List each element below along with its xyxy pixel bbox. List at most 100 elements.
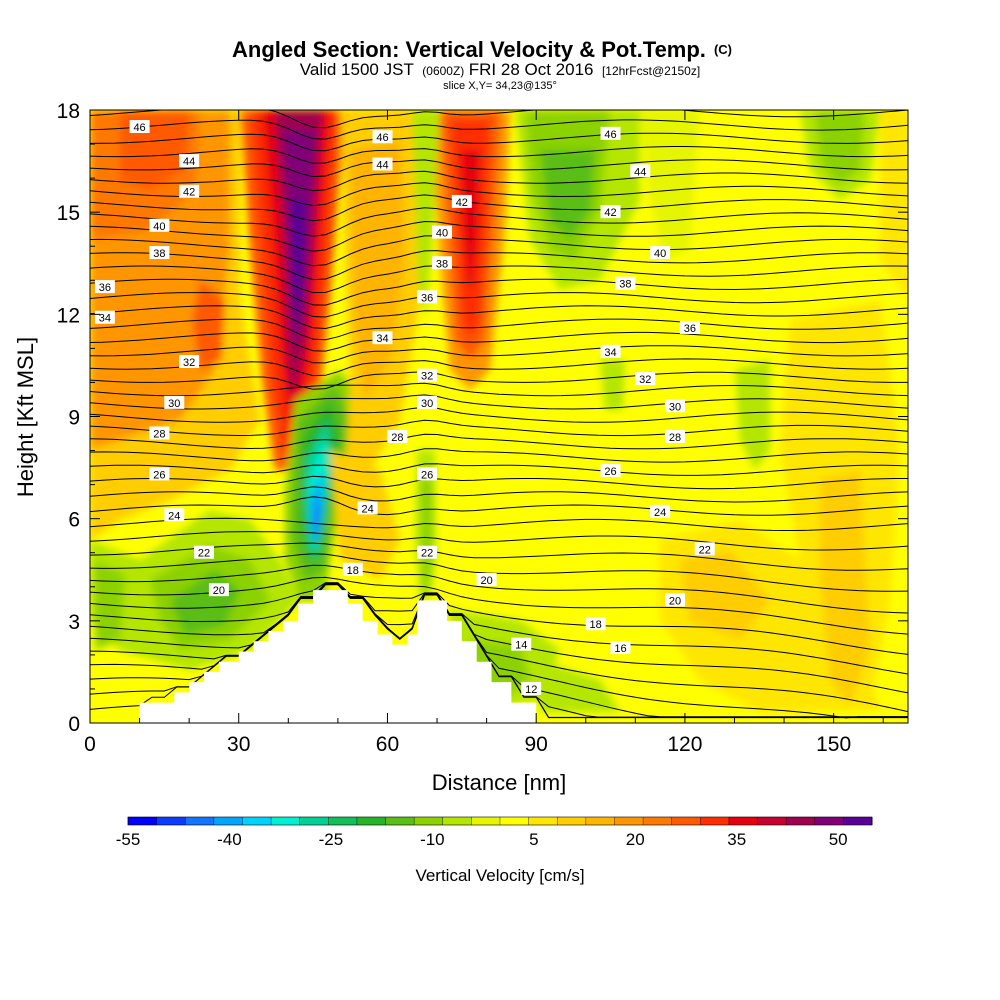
y-tick-label: 18 xyxy=(57,100,80,123)
theta-contour-line xyxy=(90,119,908,140)
colorbar-swatch xyxy=(700,817,730,825)
svg-text:40: 40 xyxy=(153,221,165,233)
x-tick-label: 90 xyxy=(525,733,548,756)
svg-text:28: 28 xyxy=(391,432,403,444)
colorbar-label: Vertical Velocity [cm/s] xyxy=(415,866,584,885)
theta-contour-label: 20 xyxy=(664,593,685,607)
theta-contour-label: 18 xyxy=(342,562,363,577)
theta-contour-label: 34 xyxy=(94,310,115,325)
theta-contour-label: 34 xyxy=(372,331,393,345)
x-tick-label: 150 xyxy=(816,733,851,756)
slice-info: slice X,Y= 34,23@135° xyxy=(443,80,557,92)
svg-text:20: 20 xyxy=(480,575,492,587)
theta-contour-line xyxy=(90,553,908,592)
theta-contour-label: 14 xyxy=(511,637,532,652)
theta-contour-line xyxy=(90,292,908,318)
colorbar-swatch xyxy=(356,817,387,825)
theta-contour-labels: 46 44 42 40 38 36 34 32 30 28 26 24 22 20 46 44 42 40 38 36… xyxy=(94,120,715,696)
y-tick-label: 3 xyxy=(68,611,80,634)
colorbar-tick-label: -10 xyxy=(420,830,445,849)
colorbar-swatch xyxy=(271,817,301,825)
svg-text:44: 44 xyxy=(183,156,195,168)
y-tick-label: 6 xyxy=(68,509,80,532)
theta-contour-line xyxy=(90,170,908,192)
theta-contour-line xyxy=(90,318,908,341)
theta-contour-label: 40 xyxy=(431,225,452,240)
colorbar-tick-label: -55 xyxy=(116,830,141,849)
svg-text:26: 26 xyxy=(604,466,616,478)
svg-text:36: 36 xyxy=(421,292,433,304)
theta-contour-label: 22 xyxy=(417,545,438,560)
colorbar-swatch xyxy=(156,817,186,825)
theta-contour-line xyxy=(90,250,908,281)
svg-text:42: 42 xyxy=(456,197,468,209)
x-axis-label: Distance [nm] xyxy=(432,770,567,795)
theta-contour-line xyxy=(90,583,908,719)
theta-contour-label: 42 xyxy=(600,205,621,219)
colorbar-tick-label: 35 xyxy=(727,830,746,849)
theta-contour-label: 26 xyxy=(417,467,438,481)
theta-contour-label: 46 xyxy=(129,120,150,134)
theta-contour-line xyxy=(90,132,908,152)
theta-contour-label: 26 xyxy=(149,467,170,481)
x-axis: 0 30 60 90 120 150 xyxy=(84,110,884,756)
theta-contour-line xyxy=(90,583,908,713)
theta-contour-line xyxy=(90,394,908,410)
svg-text:20: 20 xyxy=(213,585,225,597)
colorbar-swatch xyxy=(500,817,530,825)
svg-text:44: 44 xyxy=(376,159,388,171)
theta-contour-label: 32 xyxy=(635,372,656,386)
theta-contour-line xyxy=(90,265,908,294)
theta-contour-line xyxy=(90,463,908,476)
x-tick-label: 60 xyxy=(376,733,399,756)
theta-contour-line xyxy=(90,582,908,655)
theta-contour-label: 30 xyxy=(417,395,438,410)
svg-text:28: 28 xyxy=(669,432,681,444)
theta-contour-label: 38 xyxy=(149,246,170,260)
theta-contour-line xyxy=(90,278,908,306)
theta-contour-label: 36 xyxy=(94,280,115,294)
theta-contour-line xyxy=(90,433,908,450)
svg-text:46: 46 xyxy=(604,129,616,141)
colorbar-tick-label: 50 xyxy=(829,830,848,849)
svg-text:46: 46 xyxy=(133,122,145,134)
colorbar-swatch xyxy=(843,817,873,825)
svg-text:18: 18 xyxy=(590,619,602,631)
svg-text:30: 30 xyxy=(669,401,681,413)
theta-contour-line xyxy=(90,448,908,463)
svg-text:40: 40 xyxy=(654,248,666,260)
svg-text:24: 24 xyxy=(654,507,666,519)
colorbar-tick-label: 20 xyxy=(626,830,645,849)
svg-text:34: 34 xyxy=(604,347,616,359)
colorbar-swatch xyxy=(213,817,243,825)
theta-contour-line xyxy=(90,531,908,551)
theta-contour-line xyxy=(90,345,908,364)
svg-text:38: 38 xyxy=(436,258,448,270)
theta-contour-label: 20 xyxy=(476,572,497,587)
theta-contour-line xyxy=(90,582,908,675)
colorbar-swatch xyxy=(128,817,158,825)
svg-text:38: 38 xyxy=(153,248,165,260)
theta-contour-line xyxy=(90,146,908,164)
colorbar-swatch xyxy=(614,817,644,825)
colorbar-tick-label: 5 xyxy=(529,830,538,849)
svg-text:20: 20 xyxy=(669,595,681,607)
svg-text:26: 26 xyxy=(421,469,433,481)
theta-contour-label: 40 xyxy=(650,246,671,260)
theta-contour-label: 12 xyxy=(521,681,542,696)
svg-text:32: 32 xyxy=(639,374,651,386)
theta-contour-label: 42 xyxy=(451,194,472,209)
svg-text:22: 22 xyxy=(421,548,433,560)
chart-title: Angled Section: Vertical Velocity & Pot.… xyxy=(232,37,732,62)
theta-contour-label: 24 xyxy=(164,508,185,522)
theta-contour-label: 46 xyxy=(372,130,393,144)
theta-contour-label: 34 xyxy=(600,344,621,359)
theta-contour-label: 16 xyxy=(610,641,631,655)
theta-contour-label: 30 xyxy=(664,399,685,413)
svg-text:32: 32 xyxy=(421,371,433,383)
theta-contour-line xyxy=(90,486,908,503)
theta-contour-label: 40 xyxy=(149,218,170,233)
theta-contour-label: 36 xyxy=(417,290,438,304)
svg-text:42: 42 xyxy=(604,207,616,219)
theta-contour-line xyxy=(90,358,908,377)
